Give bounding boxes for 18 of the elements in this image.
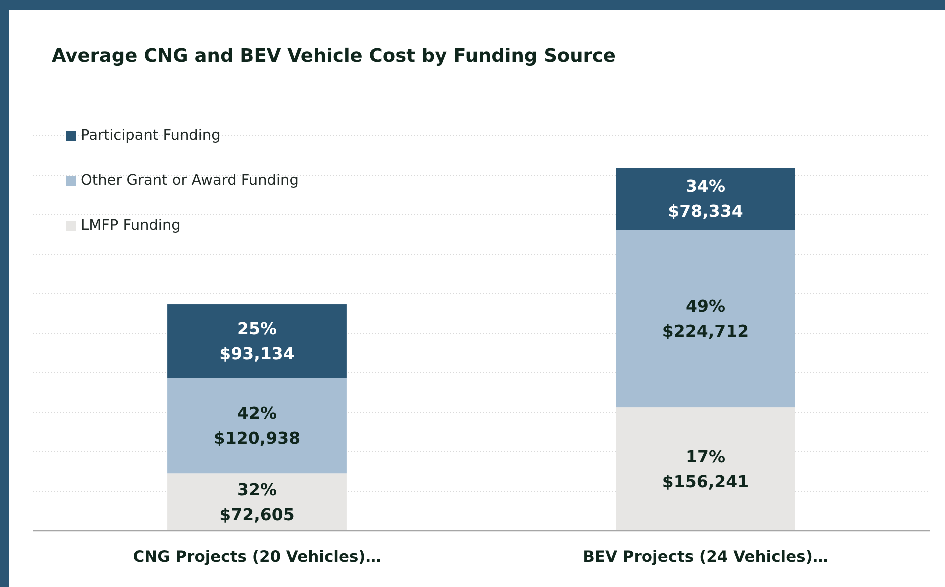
bar [168,304,347,378]
legend-label: LMFP Funding [81,218,181,234]
bar [168,474,347,531]
data-label: 17% $156,241 [662,447,750,492]
x-tick-label: CNG Projects (20 Vehicles)… [133,548,382,566]
data-label: 34% $78,334 [668,177,744,222]
bar [616,168,796,230]
data-label: 49% $224,712 [662,296,750,341]
data-label: 25% $93,134 [220,319,295,364]
bar [616,408,796,531]
legend-label: Other Grant or Award Funding [81,173,299,189]
x-tick-label: BEV Projects (24 Vehicles)… [583,548,828,566]
legend-label: Participant Funding [81,128,221,144]
data-label: 32% $72,605 [220,480,295,524]
data-label: 42% $120,938 [214,404,301,448]
bar [616,230,796,408]
bar [168,378,347,474]
chart-title: Average CNG and BEV Vehicle Cost by Funding Source [52,46,616,67]
